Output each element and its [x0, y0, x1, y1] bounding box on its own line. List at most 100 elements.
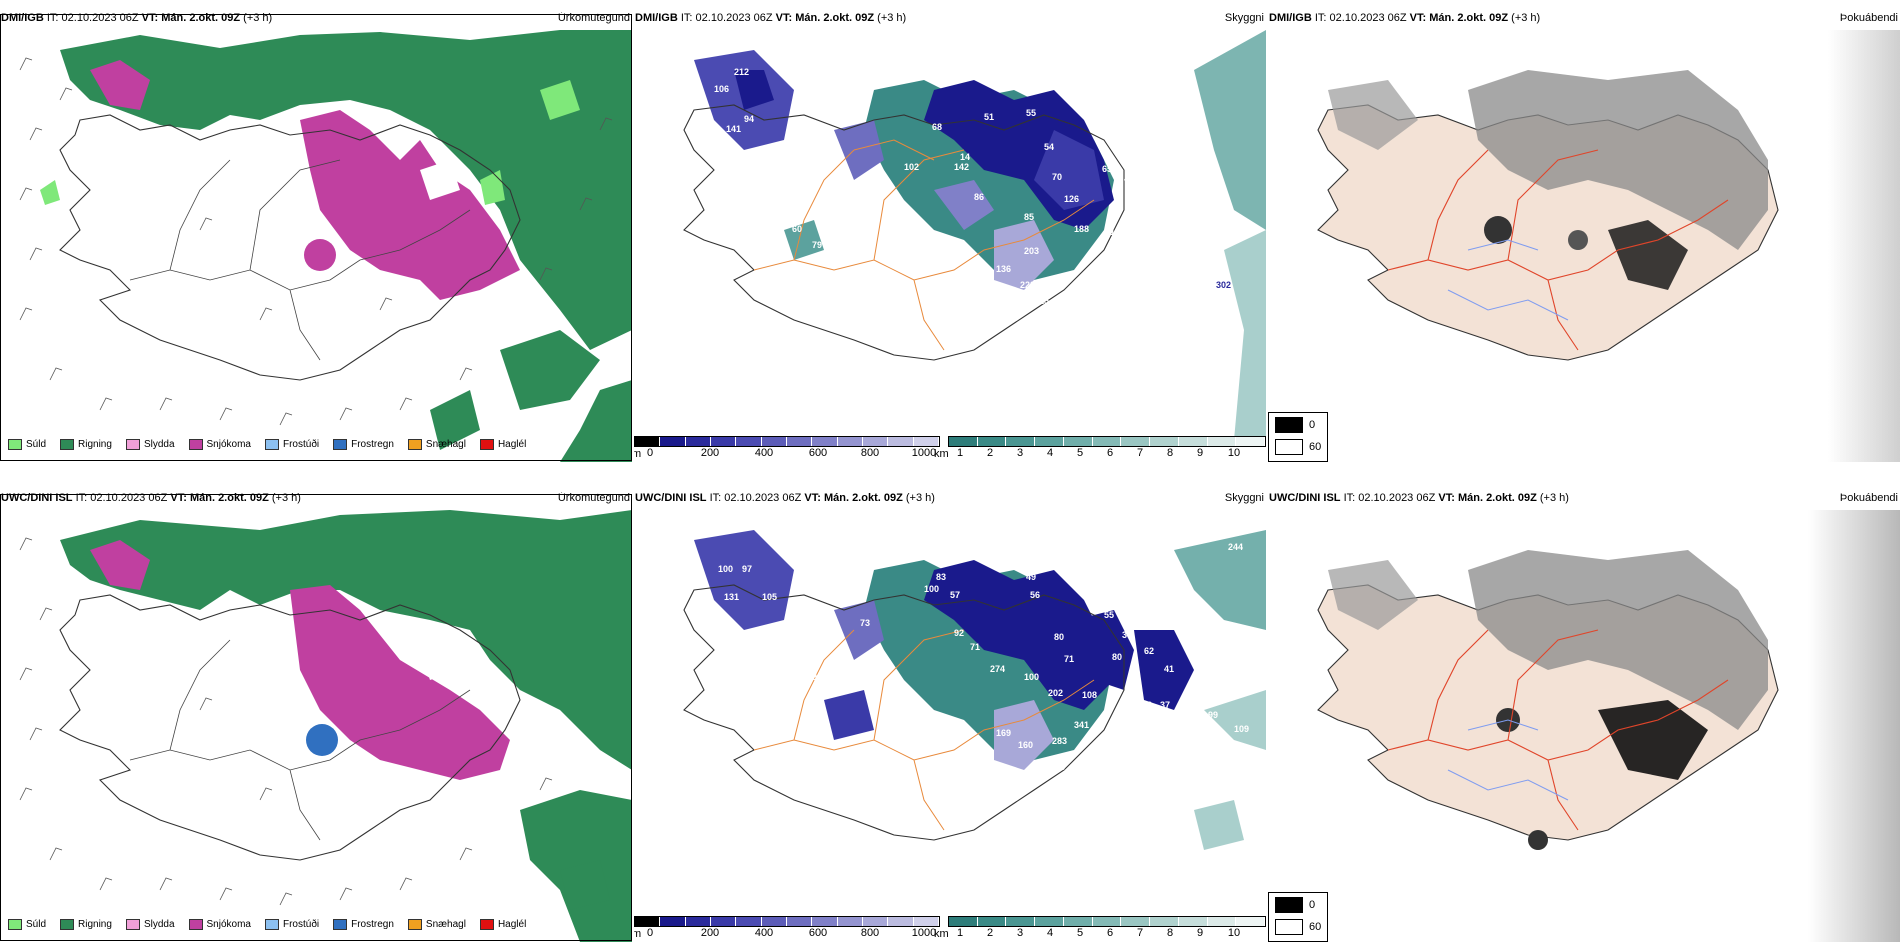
tick-label: 7	[1136, 927, 1144, 939]
tick-label: 1	[956, 447, 964, 459]
vis-value: 94	[744, 114, 755, 124]
vis-value: 60	[792, 224, 803, 234]
vis-value: 302	[1096, 736, 1112, 746]
vis-value: 37	[1186, 696, 1197, 706]
vis-value: 83	[936, 572, 947, 582]
vis-value: 105	[762, 592, 778, 602]
vis-value: 212	[734, 67, 750, 77]
colorbar-segment	[862, 437, 889, 446]
vis-value: 56	[1142, 700, 1153, 710]
vis-value: 44	[1124, 174, 1135, 184]
vis-value: 79	[812, 240, 823, 250]
vis-value: 54	[1044, 142, 1055, 152]
vis-value: 47	[1194, 174, 1205, 184]
tick-label: 3	[1016, 927, 1024, 939]
legend-item: Frostúði	[264, 919, 319, 930]
visibility-ticks: 1 2 3 4 5 6 7 8 9 10	[948, 447, 1266, 459]
vis-value: 98	[794, 264, 805, 274]
bottom-visibility-panel: UWC/DINI ISL IT: 02.10.2023 06Z VT: Mán.…	[634, 492, 1266, 942]
vis-value: 121	[706, 152, 722, 162]
top-fog-header: DMI/IGB IT: 02.10.2023 06Z VT: Mán. 2.ok…	[1269, 12, 1898, 24]
tick-label: 200	[700, 927, 720, 939]
tick-label: 0	[646, 447, 654, 459]
vis-value: 99	[710, 190, 721, 200]
tick-label: 4	[1046, 927, 1054, 939]
vis-value: 37	[1160, 700, 1171, 710]
legend-swatch	[264, 439, 279, 450]
vis-value: 383	[1052, 274, 1068, 284]
colorbar-segment	[837, 437, 863, 446]
visibility-bar	[948, 916, 1266, 927]
precip-map	[0, 510, 632, 942]
visibility-colorbar: 1 2 3 4 5 6 7 8 9 10 km	[934, 916, 1266, 940]
model-name: DMI/IGB	[1, 12, 44, 24]
colorbar-segment	[913, 437, 939, 446]
legend-item: Rigning	[60, 439, 112, 450]
tick-label: 10	[1227, 927, 1241, 939]
vis-value: 258	[1110, 734, 1126, 744]
tick-label: 8	[1166, 447, 1174, 459]
colorbar-segment	[786, 437, 813, 446]
legend-swatch	[125, 919, 140, 930]
colorbar-segment	[710, 917, 737, 926]
vis-value: 57	[1122, 590, 1133, 600]
legend-swatch	[60, 439, 75, 450]
vis-value: 26	[1188, 650, 1199, 660]
vis-value: 142	[954, 162, 970, 172]
colorbar-segment	[761, 437, 787, 446]
vis-value: 203	[1024, 246, 1040, 256]
top-precip-header: DMI/IGB IT: 02.10.2023 06Z VT: Mán. 2.ok…	[1, 12, 630, 24]
colorbar-segment	[1035, 437, 1064, 446]
top-fog-panel: DMI/IGB IT: 02.10.2023 06Z VT: Mán. 2.ok…	[1268, 12, 1900, 462]
vis-value: 37	[1146, 608, 1157, 618]
vis-value: 126	[1064, 194, 1080, 204]
tick-label: 600	[808, 447, 828, 459]
tick-label: 9	[1196, 447, 1204, 459]
vis-value: 70	[1052, 172, 1063, 182]
legend-swatch	[264, 919, 279, 930]
fog-legend: 0 60	[1268, 892, 1328, 942]
vis-value: 106	[714, 84, 730, 94]
colorbar-segment	[1207, 917, 1237, 926]
vis-value-labels: 100 97 131 105 73 83 100 57 49 56 43 57 …	[634, 492, 1266, 942]
precip-legend: Súld Rigning Slydda Snjókoma Frostúði Fr…	[8, 439, 526, 450]
vis-value: 100	[1024, 672, 1040, 682]
tick-label: 800	[860, 447, 880, 459]
fog-legend-swatch	[1275, 919, 1303, 935]
vis-value: 32	[846, 672, 857, 682]
vis-value: 372	[1092, 294, 1108, 304]
colorbar-segment	[977, 437, 1007, 446]
legend-item: Súld	[8, 439, 46, 450]
colorbar-segment	[685, 437, 711, 446]
legend-item: Slydda	[125, 439, 175, 450]
cloud-base-unit: m	[634, 448, 642, 460]
colorbar-segment	[812, 437, 838, 446]
fog-legend-label: 0	[1309, 419, 1316, 431]
legend-swatch	[407, 439, 422, 450]
vis-value: 43	[1088, 588, 1099, 598]
colorbar-segment	[862, 917, 889, 926]
tick-label: 6	[1106, 447, 1114, 459]
colorbar-segment	[1178, 437, 1208, 446]
legend-swatch	[407, 919, 422, 930]
legend-item: Frostregn	[333, 439, 394, 450]
precip-legend: Súld Rigning Slydda Snjókoma Frostúði Fr…	[8, 919, 526, 930]
colorbar-segment	[1150, 437, 1179, 446]
vis-value: 274	[990, 664, 1006, 674]
colorbar-segment	[1092, 917, 1122, 926]
colorbar-segment	[888, 917, 914, 926]
vis-value: 51	[984, 112, 995, 122]
vis-value: 57	[950, 590, 961, 600]
vis-value: 109	[1234, 724, 1250, 734]
vis-value: 85	[1024, 212, 1035, 222]
tick-label: 1000	[911, 927, 937, 939]
vis-value: 71	[1064, 654, 1075, 664]
legend-item: Snjókoma	[188, 919, 251, 930]
colorbar-segment	[635, 437, 661, 446]
vis-value: 131	[724, 592, 740, 602]
legend-item: Rigning	[60, 919, 112, 930]
vis-value: 73	[860, 618, 871, 628]
fog-legend-label: 60	[1309, 441, 1322, 453]
tick-label: 5	[1076, 447, 1084, 459]
fog-map	[1268, 30, 1900, 462]
